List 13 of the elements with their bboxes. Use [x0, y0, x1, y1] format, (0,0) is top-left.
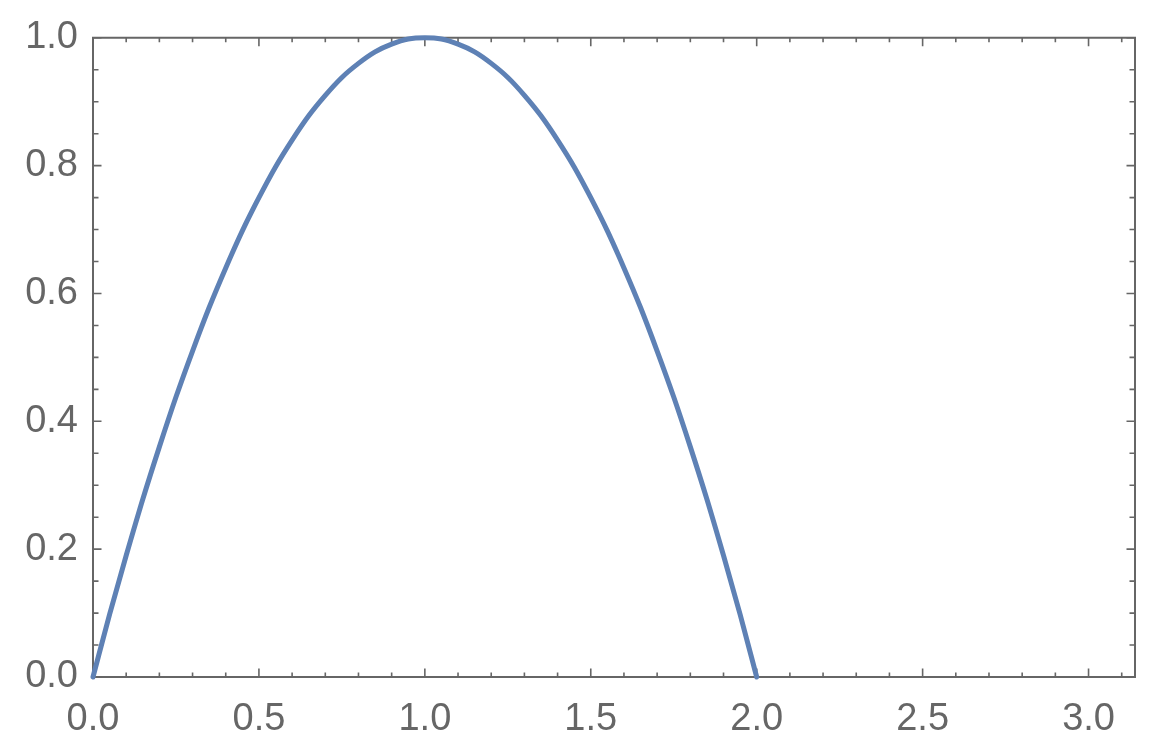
- x-tick-label: 1.0: [398, 696, 452, 739]
- y-tick-label: 0.8: [25, 142, 78, 185]
- y-tick-label: 0.4: [25, 397, 78, 440]
- y-tick-label: 0.0: [25, 653, 78, 696]
- y-tick-label: 0.2: [25, 525, 78, 568]
- y-tick-label: 1.0: [25, 14, 78, 57]
- x-tick-label: 0.0: [66, 696, 120, 739]
- x-tick-label: 0.5: [232, 696, 286, 739]
- x-tick-label: 2.0: [730, 696, 784, 739]
- x-tick-label: 3.0: [1062, 696, 1115, 739]
- x-tick-label: 1.5: [564, 696, 618, 739]
- y-tick-label: 0.6: [25, 269, 78, 312]
- x-tick-label: 2.5: [896, 696, 950, 739]
